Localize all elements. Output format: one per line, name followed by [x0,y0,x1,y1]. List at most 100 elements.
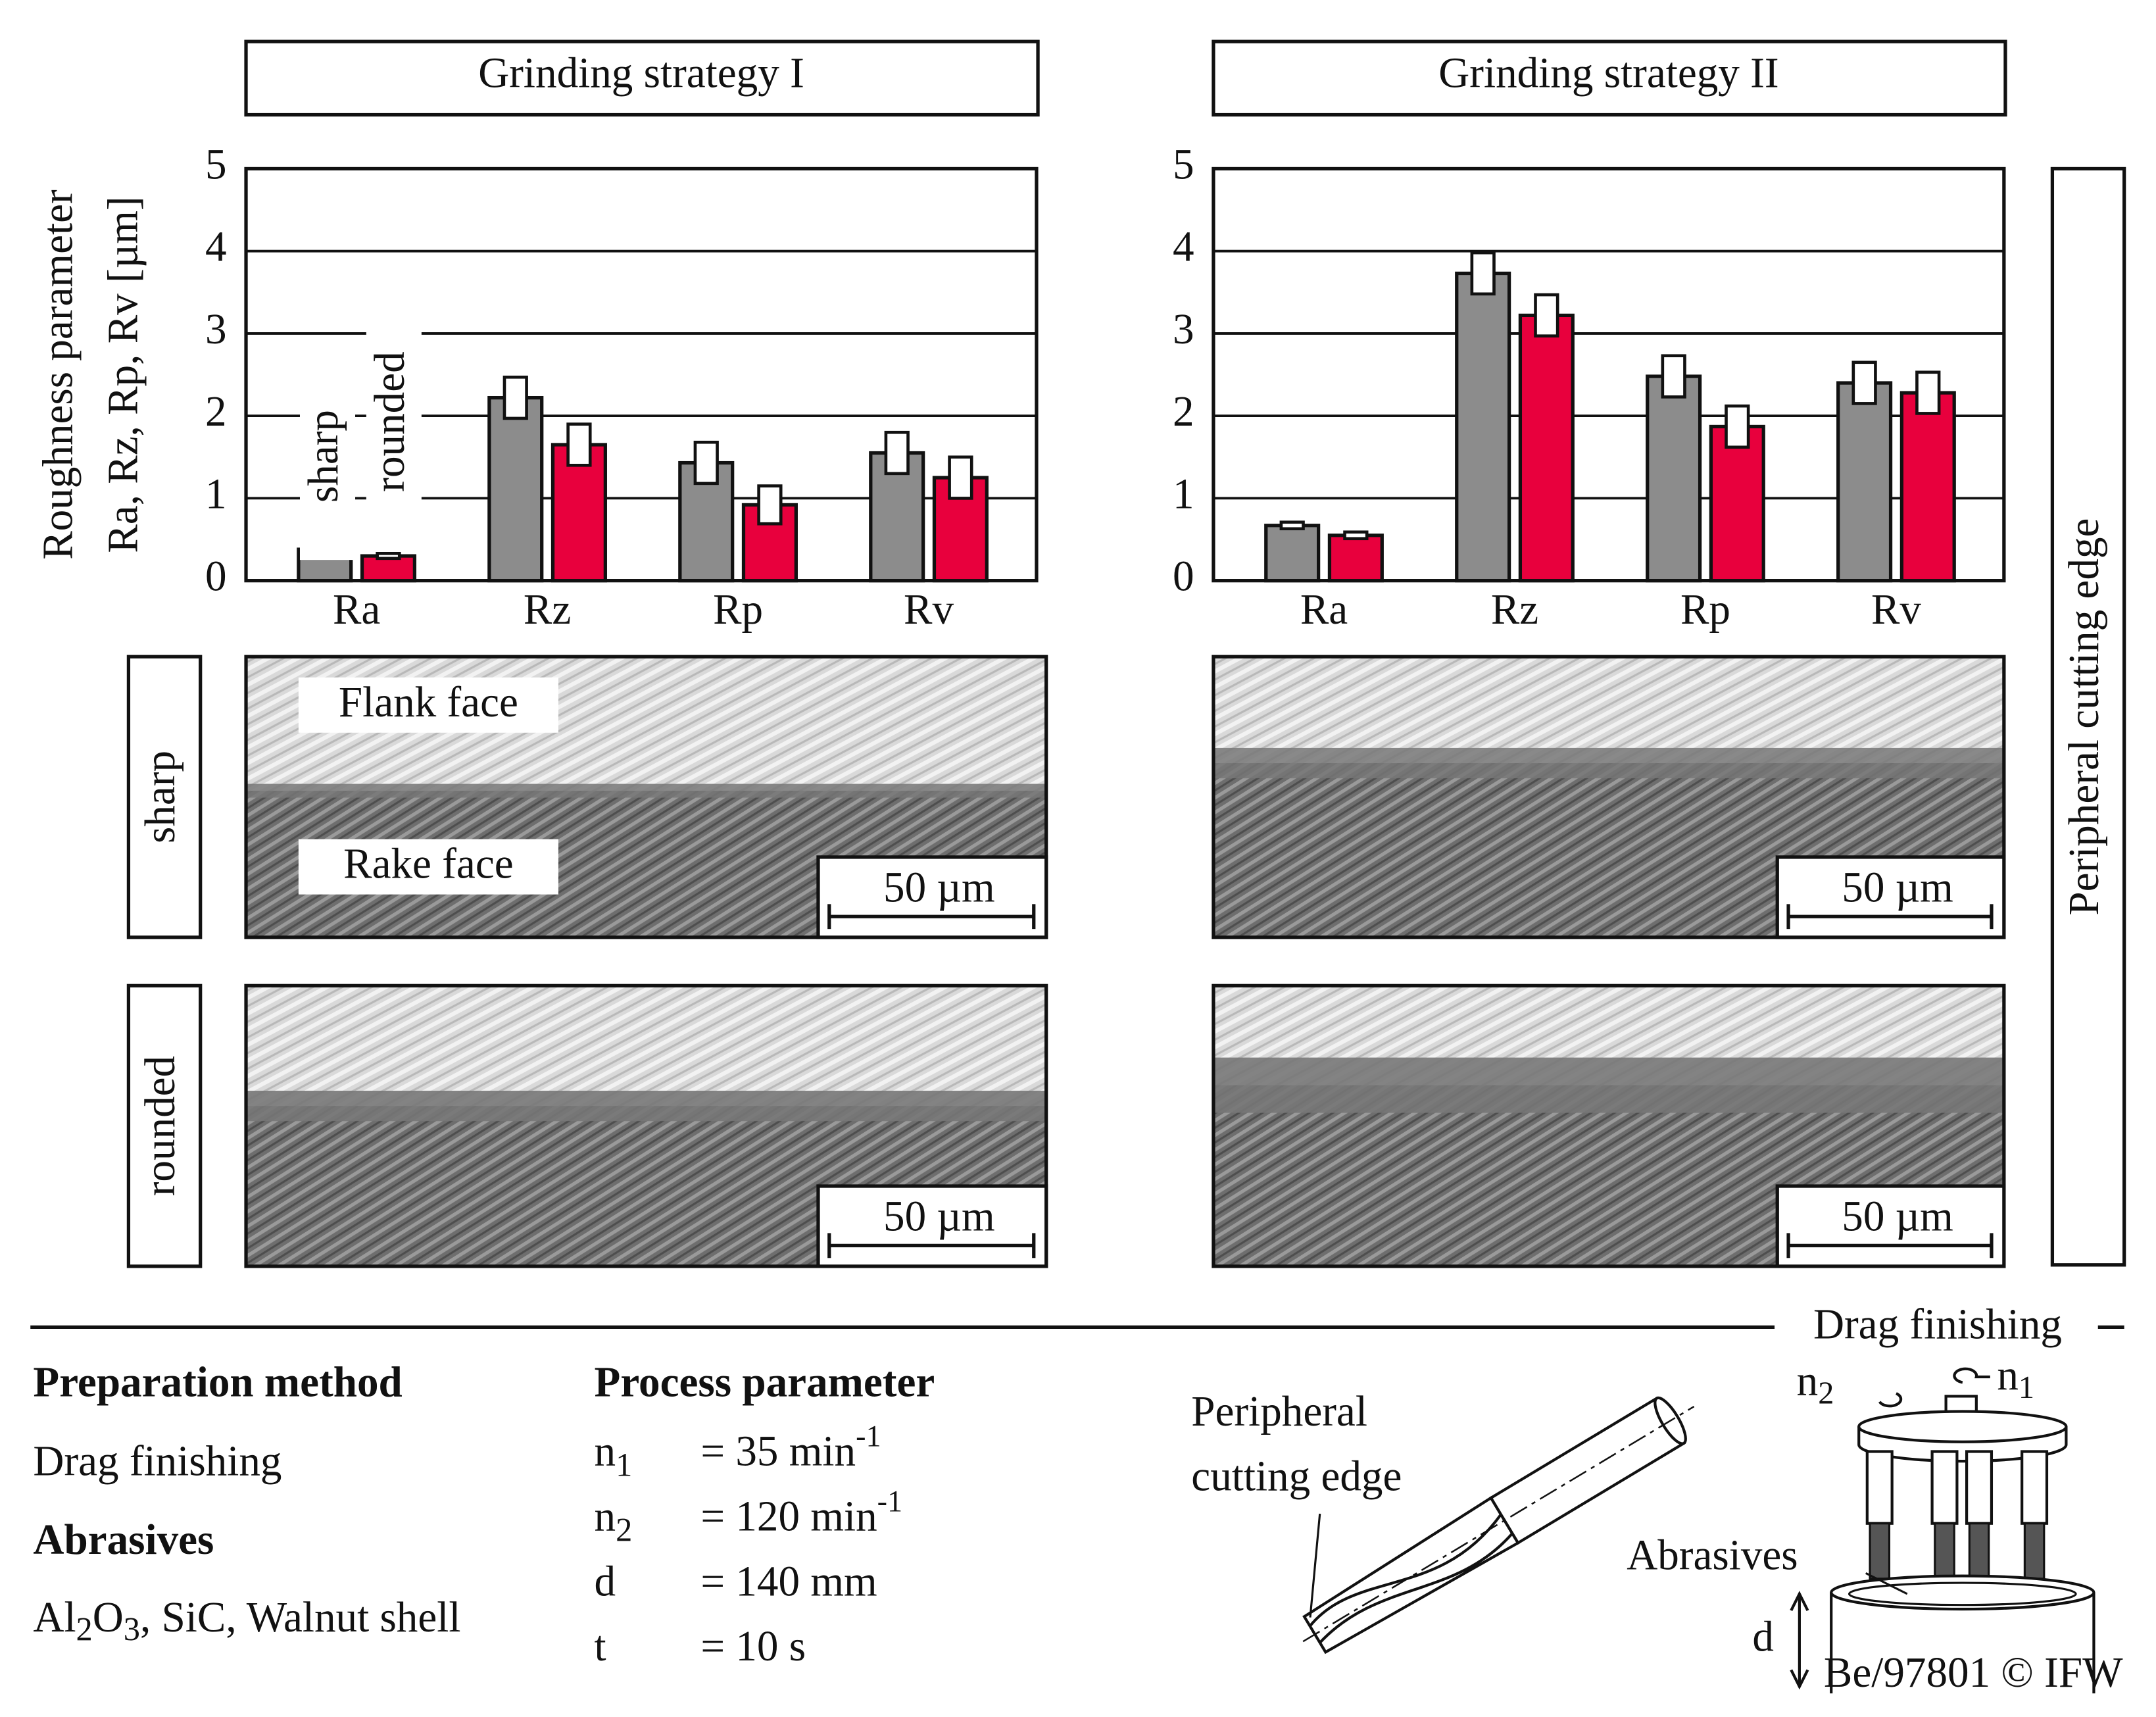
error-bar [1470,251,1496,296]
image-frame [244,655,1048,939]
disc-top [1857,1410,2068,1443]
section-title: Drag finishing [1813,1301,2062,1348]
bar [487,395,544,583]
bar [1646,374,1702,583]
speed-label: n1 [1997,1352,2034,1405]
scale-bar-label: 50 µm [883,864,995,911]
bar [1264,524,1321,583]
chart-title: Grinding strategy I [478,50,804,97]
x-tick-label: Rp [713,586,763,634]
param-value: = 35 min-1 [700,1419,881,1476]
y-tick-label: 1 [205,470,227,518]
scale-box [1775,1184,2006,1268]
abrasives-label: Abrasives [1627,1531,1798,1579]
scale-box [816,855,1048,939]
error-bar [1851,361,1877,405]
subscript: 2 [76,1610,93,1647]
title-box [244,39,1040,117]
subscript: 3 [124,1610,140,1647]
tool [1968,1522,1990,1580]
leader [1865,1572,1908,1595]
flank-surface [1213,657,2004,764]
symbol: n [595,1493,616,1540]
scale-box [816,1184,1048,1268]
materials: Al2​O3​, SiC, Walnut shell [33,1594,460,1647]
bar [1899,391,1956,583]
y-tick-label: 3 [205,306,227,353]
row-label: sharp [137,751,184,843]
side-label: Peripheral cutting edge [2061,518,2108,916]
symbol: n [1997,1352,2019,1399]
error-bar [693,440,719,485]
heading: Preparation method [33,1359,402,1406]
x-tick-label: Rp [1680,586,1730,634]
superscript: -1 [877,1484,903,1518]
machine-drawing [1830,1367,2095,1694]
tool-label: cutting edge [1191,1453,1402,1501]
image-label: Rake face [343,841,514,888]
y-tick-label: 2 [1173,388,1194,435]
arrow-heads [1790,1591,1809,1690]
error-bar [1279,520,1305,531]
edge-band [246,784,1046,798]
side-label-box [2050,166,2126,1267]
row-label-box [126,655,203,939]
superscript: -1 [856,1419,881,1453]
image-label-box [298,677,558,733]
value: = 10 s [700,1623,806,1670]
bar [1709,424,1765,583]
bar [1455,271,1511,583]
symbol: n [595,1428,616,1476]
scale-bar-label: 50 µm [883,1193,995,1240]
subscript: 2 [616,1511,632,1548]
x-tick-label: Rz [524,586,571,634]
flank-surface [246,985,1046,1107]
param-symbol: n2 [595,1493,633,1548]
row-label: rounded [137,1056,184,1196]
tool-drawing [1302,1396,1695,1655]
x-tick-label: Rv [1871,586,1921,634]
error-bar [948,455,973,500]
plot-frame [244,166,1039,583]
x-tick-label: Ra [1300,586,1348,634]
y-tick-label: 2 [205,388,227,435]
row-label-box [126,983,203,1268]
image-label-box [298,839,558,895]
y-tick-label: 5 [1173,141,1194,188]
plot-frame [1212,166,2006,583]
edge-band [1213,747,2004,779]
error-bar [1915,370,1941,415]
tool-label: Peripheral [1191,1388,1367,1435]
y-tick-label: 0 [1173,553,1194,601]
chart-title: Grinding strategy II [1438,50,1778,97]
tool [2023,1522,2046,1580]
holder [2021,1450,2049,1525]
text: Drag finishing [33,1437,282,1485]
heading: Abrasives [33,1516,214,1564]
value: = 140 mm [700,1558,877,1605]
rotation-arrow [1878,1367,1990,1408]
error-bar [1343,530,1369,541]
flutes [1302,1496,1520,1655]
y-tick-label: 3 [1173,306,1194,353]
credit: Be/97801 © IFW [1824,1649,2123,1697]
error-bar [376,552,401,560]
holder [1965,1450,1994,1525]
legend-bg [366,318,422,526]
error-bar [1661,354,1686,399]
scale-bar-label: 50 µm [1842,864,1953,911]
d-label: d [1752,1613,1774,1660]
param-value: = 140 mm [700,1558,877,1605]
holder [1865,1450,1894,1525]
error-bar [884,430,910,476]
bar [1518,313,1575,583]
tool [1869,1522,1891,1580]
image-frame [1212,655,2006,939]
edge-band [246,1091,1046,1122]
y-tick-label: 4 [205,224,227,271]
bar [1836,381,1893,583]
symbol: d [595,1558,616,1605]
image-label: Flank face [339,679,518,726]
speed-label: n2 [1797,1358,1834,1411]
shank [1488,1396,1686,1545]
